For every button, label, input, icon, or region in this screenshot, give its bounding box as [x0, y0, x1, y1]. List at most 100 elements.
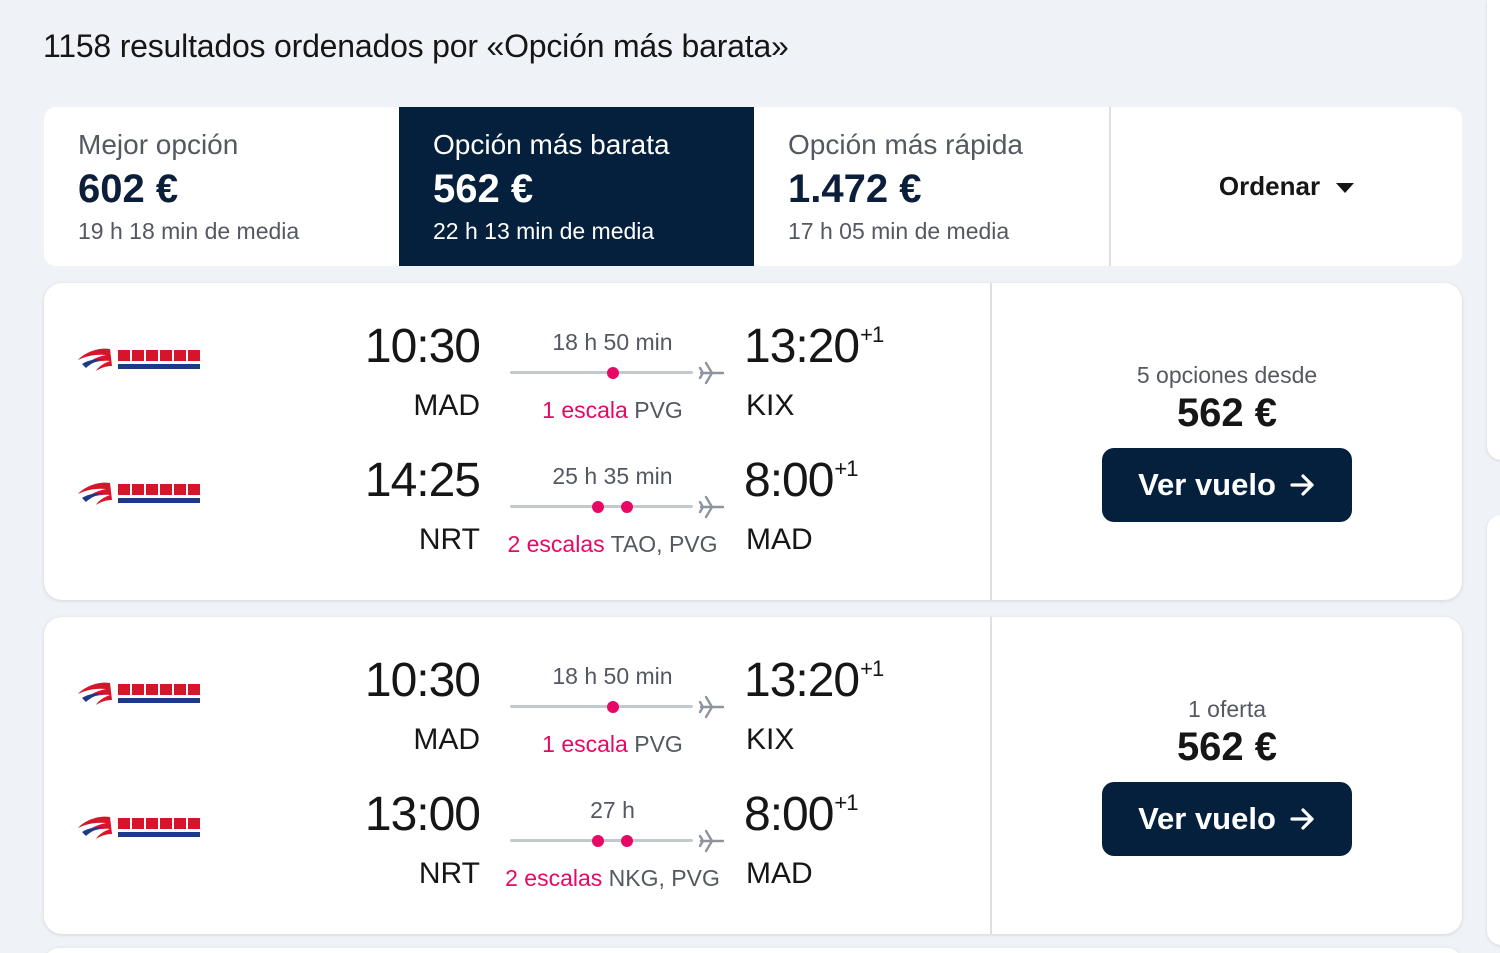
stop-airports: NKG, PVG	[608, 865, 720, 891]
airline-logo	[76, 339, 206, 379]
arrival-airport: MAD	[746, 523, 813, 556]
flight-duration: 18 h 50 min	[552, 329, 673, 355]
stop-dot	[607, 367, 619, 379]
caret-down-icon	[1336, 182, 1355, 193]
stop-count: 2 escalas	[507, 531, 605, 557]
price-section: 5 opciones desde 562 € Ver vuelo	[992, 283, 1462, 600]
arrival-time: 8:00+1	[744, 788, 859, 841]
stop-dot	[621, 835, 633, 847]
sort-tabs: Mejor opción 602 € 19 h 18 min de media …	[44, 107, 1462, 266]
departure-time: 10:30	[364, 654, 481, 707]
stop-count: 1 escala	[542, 397, 628, 423]
arrival-airport: KIX	[746, 723, 795, 756]
flight-duration: 18 h 50 min	[552, 663, 673, 689]
china-eastern-logo-icon	[78, 682, 200, 705]
inbound-leg: 14:25 NRT 25 h 35 min 2 escalas TAO, PVG…	[44, 453, 990, 587]
side-panel	[1487, 0, 1500, 460]
arrival-airport: KIX	[746, 389, 795, 422]
airline-logo	[76, 807, 206, 847]
price-section: 1 oferta 562 € Ver vuelo	[992, 617, 1462, 934]
stop-count: 1 escala	[542, 731, 628, 757]
inbound-leg: 13:00 NRT 27 h 2 escalas NKG, PVG 8:00+1…	[44, 787, 990, 921]
arrow-right-icon	[1290, 807, 1314, 830]
arrival-time: 13:20+1	[744, 654, 884, 707]
route-line-track	[510, 371, 693, 374]
route-line-track	[510, 705, 693, 708]
sort-order-dropdown[interactable]: Ordenar	[1109, 107, 1462, 266]
stop-count: 2 escalas	[505, 865, 603, 891]
stop-dot	[592, 501, 604, 513]
tab-price: 1.472 €	[788, 167, 922, 211]
departure-time: 10:30	[364, 320, 481, 373]
tab-average-duration: 19 h 18 min de media	[78, 218, 300, 244]
tab-price: 602 €	[78, 167, 179, 211]
china-eastern-logo-icon	[78, 482, 200, 505]
departure-airport: NRT	[418, 857, 480, 890]
view-flight-button[interactable]: Ver vuelo	[1102, 447, 1352, 522]
offers-count: 5 opciones desde	[1136, 361, 1318, 388]
card-divider	[990, 617, 992, 934]
arrival-time: 13:20+1	[744, 320, 884, 373]
tab-price: 562 €	[433, 167, 534, 211]
outbound-leg: 10:30 MAD 18 h 50 min 1 escala PVG 13:20…	[44, 653, 990, 787]
price: 562 €	[1176, 724, 1278, 769]
outbound-leg: 10:30 MAD 18 h 50 min 1 escala PVG 13:20…	[44, 319, 990, 453]
stop-dot	[592, 835, 604, 847]
flight-duration: 25 h 35 min	[552, 463, 673, 489]
stops-info: 1 escala PVG	[490, 397, 735, 424]
flight-result-card[interactable]: 10:30 MAD 18 h 50 min 1 escala PVG 13:20…	[44, 283, 1462, 600]
card-divider	[990, 283, 992, 600]
flight-result-card[interactable]	[44, 948, 1462, 953]
sort-order-label: Ordenar	[1218, 171, 1321, 201]
arrival-airport: MAD	[746, 857, 813, 890]
offers-count: 1 oferta	[1188, 695, 1266, 722]
view-flight-label: Ver vuelo	[1138, 466, 1276, 502]
tab-label: Mejor opción	[78, 129, 239, 160]
departure-time: 14:25	[364, 454, 481, 507]
stops-info: 2 escalas TAO, PVG	[490, 531, 735, 558]
results-count-title: 1158 resultados ordenados por «Opción má…	[43, 28, 789, 64]
stops-info: 1 escala PVG	[490, 731, 735, 758]
flight-result-card[interactable]: 10:30 MAD 18 h 50 min 1 escala PVG 13:20…	[44, 617, 1462, 934]
day-offset: +1	[834, 790, 858, 815]
china-eastern-logo-icon	[78, 348, 200, 371]
stop-airports: PVG	[634, 731, 683, 757]
tab-fastest-option[interactable]: Opción más rápida 1.472 € 17 h 05 min de…	[754, 107, 1109, 266]
route-line	[510, 695, 728, 719]
route-line	[510, 361, 728, 385]
view-flight-button[interactable]: Ver vuelo	[1102, 781, 1352, 856]
china-eastern-logo-icon	[78, 816, 200, 839]
departure-time: 13:00	[364, 788, 481, 841]
arrow-right-icon	[1290, 473, 1314, 496]
flight-duration: 27 h	[590, 797, 635, 823]
tab-label: Opción más rápida	[788, 129, 1024, 160]
plane-icon	[698, 495, 725, 519]
plane-icon	[698, 829, 725, 853]
stop-airports: TAO, PVG	[610, 531, 718, 557]
departure-airport: NRT	[418, 523, 480, 556]
day-offset: +1	[860, 322, 884, 347]
tab-average-duration: 17 h 05 min de media	[788, 218, 1010, 244]
tab-best-option[interactable]: Mejor opción 602 € 19 h 18 min de media	[44, 107, 399, 266]
arrival-time: 8:00+1	[744, 454, 859, 507]
airline-logo	[76, 473, 206, 513]
stop-airports: PVG	[634, 397, 683, 423]
day-offset: +1	[834, 456, 858, 481]
view-flight-label: Ver vuelo	[1138, 800, 1276, 836]
plane-icon	[698, 361, 725, 385]
departure-airport: MAD	[413, 389, 480, 422]
route-line	[510, 829, 728, 853]
departure-airport: MAD	[413, 723, 480, 756]
tab-cheapest-option[interactable]: Opción más barata 562 € 22 h 13 min de m…	[399, 107, 754, 266]
side-panel	[1487, 515, 1500, 945]
tab-average-duration: 22 h 13 min de media	[433, 218, 655, 244]
stop-dot	[621, 501, 633, 513]
stop-dot	[607, 701, 619, 713]
stops-info: 2 escalas NKG, PVG	[490, 865, 735, 892]
airline-logo	[76, 673, 206, 713]
plane-icon	[698, 695, 725, 719]
price: 562 €	[1176, 390, 1278, 435]
route-line	[510, 495, 728, 519]
day-offset: +1	[860, 656, 884, 681]
